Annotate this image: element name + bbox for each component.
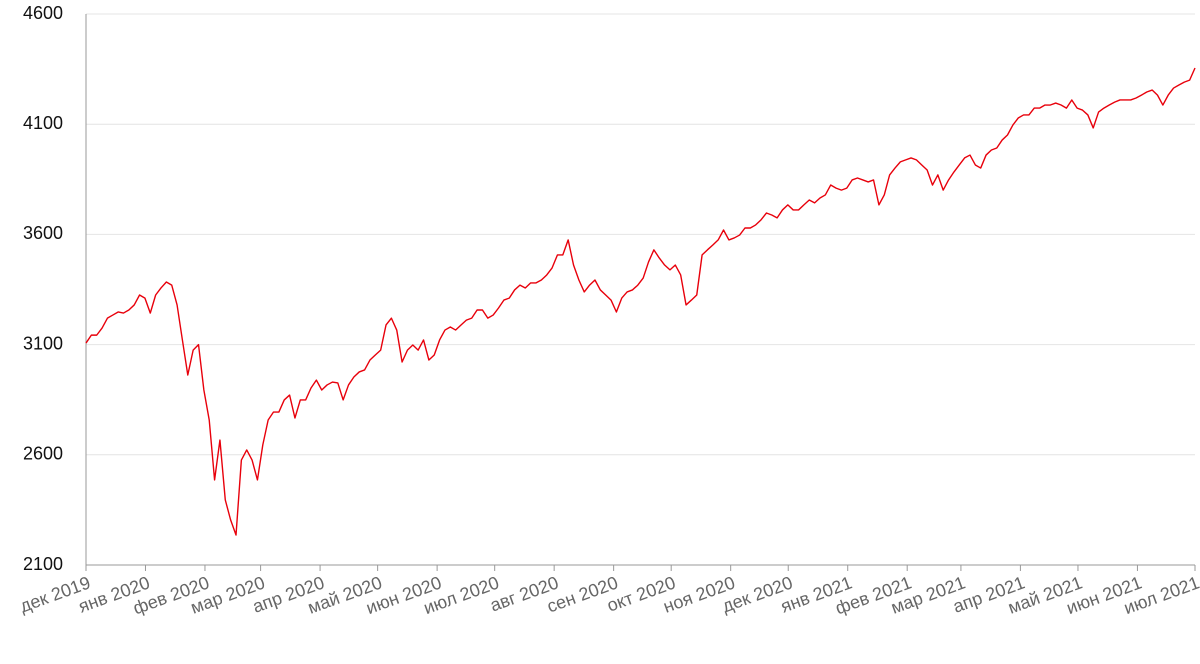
y-tick-label: 3100	[23, 333, 63, 353]
y-tick-label: 2600	[23, 444, 63, 464]
y-tick-label: 3600	[23, 223, 63, 243]
y-tick-label: 4600	[23, 3, 63, 23]
y-tick-label: 2100	[23, 554, 63, 574]
y-tick-label: 4100	[23, 113, 63, 133]
line	[85, 67, 1196, 536]
